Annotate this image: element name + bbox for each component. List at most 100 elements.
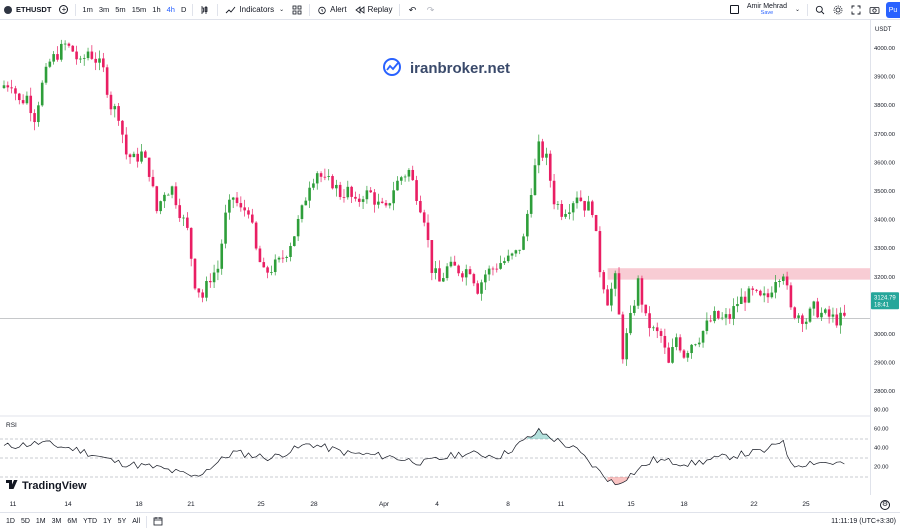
timeframe-3m[interactable]: 3m (98, 5, 110, 14)
settings-button[interactable] (829, 0, 847, 20)
candle-body (308, 187, 311, 201)
indicators-button[interactable]: Indicators ⌄ (221, 0, 288, 20)
layouts-button[interactable] (288, 0, 306, 20)
time-tick: 8 (506, 501, 510, 508)
timeframe-1h[interactable]: 1h (152, 5, 161, 14)
publish-button[interactable]: Pu (886, 2, 900, 18)
candle-body (254, 222, 258, 249)
candle-body (174, 186, 178, 206)
alert-button[interactable]: Alert (313, 0, 350, 20)
quick-search-button[interactable] (811, 0, 829, 20)
snapshot-button[interactable] (865, 0, 884, 20)
timeframe-1m[interactable]: 1m (82, 5, 93, 14)
divider (75, 3, 77, 16)
candle-body (300, 205, 304, 219)
candle-body (82, 58, 86, 59)
compare-add-button[interactable]: + (55, 0, 72, 20)
candle-body (644, 304, 648, 314)
square-icon (729, 5, 739, 14)
candle-body (33, 113, 36, 123)
candle-body (590, 201, 594, 216)
candle-body (86, 51, 90, 59)
currency-label[interactable]: USDT (875, 27, 892, 33)
range-1d[interactable]: 1D (6, 518, 15, 525)
layout-square-button[interactable] (726, 0, 743, 20)
candle-body (709, 320, 712, 322)
clock-timezone[interactable]: 11:11:19 (UTC+3:30) (831, 518, 896, 525)
candle-body (545, 153, 548, 158)
user-menu-dropdown[interactable]: ⌄ (791, 0, 804, 20)
fullscreen-button[interactable] (847, 0, 865, 20)
candle-body (667, 347, 670, 363)
replay-button[interactable]: Replay (351, 0, 397, 20)
candle-body (350, 186, 353, 197)
candle-body (682, 350, 686, 358)
candle-body (789, 285, 793, 308)
range-1y[interactable]: 1Y (103, 518, 112, 525)
range-5y[interactable]: 5Y (117, 518, 127, 525)
range-6m[interactable]: 6M (67, 518, 78, 525)
rsi-tick: 80.00 (874, 408, 889, 414)
chart-type-button[interactable] (196, 0, 214, 20)
symbol-label: ETHUSDT (16, 5, 52, 14)
symbol-search[interactable]: ETHUSDT (0, 0, 55, 20)
candle-body (56, 54, 59, 60)
candle-body (48, 61, 52, 67)
candle-body (529, 195, 533, 214)
candle-body (556, 203, 560, 205)
tradingview-logo[interactable]: TradingView (6, 480, 87, 492)
chart-pane[interactable]: iranbroker.net RSI TradingView 11 14 18 … (0, 20, 870, 515)
go-to-realtime-button[interactable]: ⚙ (880, 500, 890, 510)
candle-body (824, 309, 827, 313)
last-price-badge: 3124.79 18:41 (871, 292, 899, 310)
candle-body (396, 180, 399, 191)
price-tick: 3400.00 (874, 218, 895, 224)
price-chart[interactable]: iranbroker.net RSI TradingView 11 14 18 … (0, 20, 870, 515)
price-axis[interactable]: USDT 4000.00 3900.00 3800.00 3700.00 3600.00… (870, 20, 900, 495)
candle-body (79, 58, 82, 60)
time-tick: 14 (64, 501, 72, 508)
rsi-axis-ticks: 80.00 60.00 40.00 20.00 (874, 408, 889, 471)
candle-body (289, 246, 292, 257)
redo-button[interactable]: ↷ (421, 0, 439, 20)
candle-body (472, 274, 476, 284)
candle-body (121, 120, 124, 135)
undo-button[interactable]: ↶ (403, 0, 421, 20)
candle-body (60, 43, 63, 60)
candle-body (797, 315, 800, 318)
price-tick: 2900.00 (874, 361, 895, 367)
rsi-tick: 40.00 (874, 446, 889, 452)
top-toolbar: ETHUSDT + 1m 3m 5m 15m 1h 4h D Indicator… (0, 0, 900, 20)
candle-body (384, 202, 388, 206)
timeframe-15m[interactable]: 15m (131, 5, 147, 14)
time-tick: Apr (379, 501, 390, 508)
divider (217, 3, 219, 16)
candle-body (155, 186, 159, 212)
candle-body (40, 82, 44, 106)
price-axis-svg[interactable]: USDT 4000.00 3900.00 3800.00 3700.00 3600.00… (871, 20, 900, 495)
range-all[interactable]: All (132, 518, 141, 525)
resistance-zone[interactable] (607, 268, 870, 280)
candle-body (434, 268, 437, 273)
candle-body (491, 268, 495, 270)
range-3m[interactable]: 3M (51, 518, 62, 525)
range-5d[interactable]: 5D (20, 518, 30, 525)
timeframe-4h[interactable]: 4h (166, 5, 175, 14)
user-menu[interactable]: Amir Mehrad Save (743, 3, 791, 17)
date-range-button[interactable] (150, 516, 166, 528)
candle-body (285, 256, 288, 258)
candle-body (239, 203, 243, 208)
candle-body (686, 353, 690, 358)
time-axis[interactable]: 11 14 18 21 25 28 Apr 4 8 11 15 18 22 25 (10, 501, 810, 508)
timeframe-5m[interactable]: 5m (115, 5, 126, 14)
range-1m[interactable]: 1M (35, 518, 46, 525)
candle-body (732, 306, 735, 319)
range-ytd[interactable]: YTD (83, 518, 98, 525)
candle-body (304, 200, 308, 206)
timeframe-d[interactable]: D (180, 5, 187, 14)
undo-icon: ↶ (408, 4, 417, 15)
time-tick: 22 (750, 501, 758, 508)
candle-body (640, 278, 644, 305)
timeframe-group: 1m 3m 5m 15m 1h 4h D (79, 0, 189, 20)
save-link[interactable]: Save (760, 9, 774, 16)
